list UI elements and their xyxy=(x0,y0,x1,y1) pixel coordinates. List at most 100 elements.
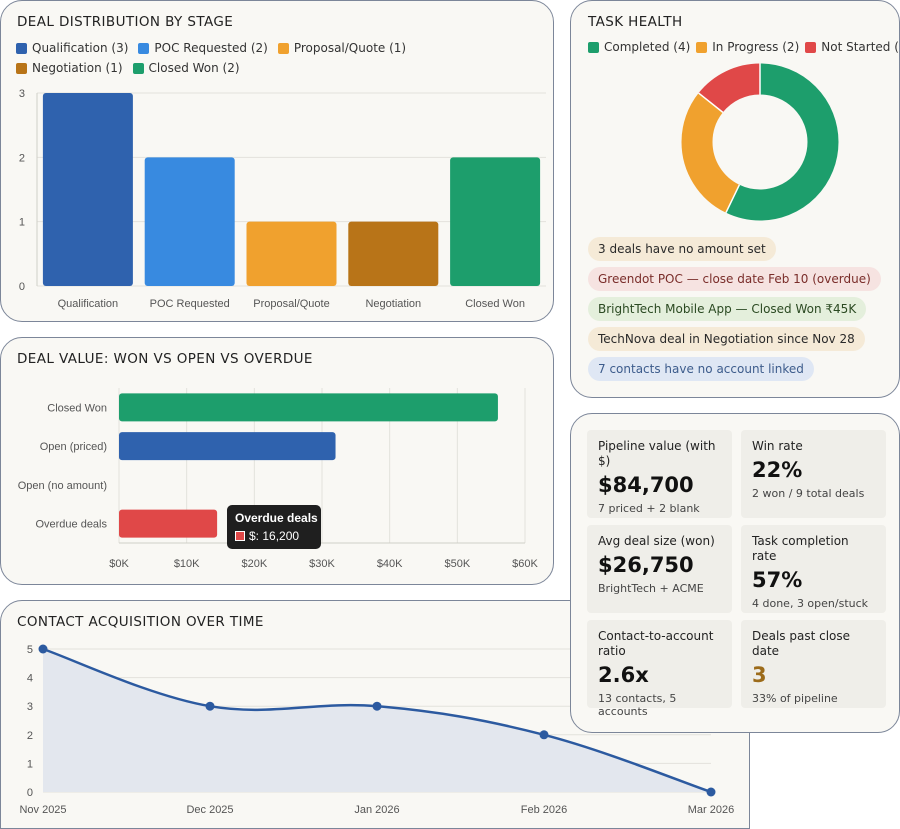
deal-value-title: DEAL VALUE: WON VS OPEN VS OVERDUE xyxy=(17,351,313,367)
metric-tile-task-completion-rate: Task completion rate 57% 4 done, 3 open/st… xyxy=(741,525,886,613)
metric-label: Win rate xyxy=(752,439,803,453)
metric-tile-pipeline-value-with: Pipeline value (with $) $84,700 7 priced +… xyxy=(587,430,732,518)
metric-value: 57% xyxy=(752,568,803,592)
legend-item-qualification[interactable]: Qualification (3) xyxy=(16,41,128,55)
bar-poc-requested[interactable] xyxy=(144,157,235,286)
data-point[interactable] xyxy=(539,730,549,740)
legend-item-poc-requested[interactable]: POC Requested (2) xyxy=(138,41,268,55)
x-tick-label: Proposal/Quote xyxy=(253,298,329,310)
metric-sub: 2 won / 9 total deals xyxy=(752,487,865,500)
y-tick-label: 2 xyxy=(19,152,25,164)
task-health-insights: 3 deals have no amount set Greendot POC —… xyxy=(588,237,881,387)
legend-item-completed[interactable]: Completed (4) xyxy=(588,40,690,54)
metric-value: 22% xyxy=(752,458,803,482)
task-health-donut-chart xyxy=(681,63,839,221)
deal-distribution-chart: 0 1 2 3 Qualification POC Requested Proposal/Q… xyxy=(19,88,546,310)
legend-item-closed-won[interactable]: Closed Won (2) xyxy=(132,61,240,75)
metric-label: Pipeline value (with $) xyxy=(598,439,716,468)
bar-overdue-deals[interactable] xyxy=(119,509,218,538)
metric-label: Deals past close date xyxy=(752,629,851,658)
data-point[interactable] xyxy=(205,701,215,711)
metric-sub: BrightTech + ACME xyxy=(598,582,704,595)
contact-acquisition-title: CONTACT ACQUISITION OVER TIME xyxy=(17,614,264,630)
bar-negotiation[interactable] xyxy=(348,221,439,286)
y-tick-label: 1 xyxy=(19,217,25,229)
legend-item-not-started[interactable]: Not Started (1) xyxy=(805,40,900,54)
overdue-deals-tooltip: Overdue deals $: 16,200 xyxy=(227,505,321,549)
tooltip-swatch xyxy=(235,531,245,541)
metric-value: 3 xyxy=(752,663,767,687)
x-tick-label: Dec 2025 xyxy=(186,804,233,816)
y-tick-label: 3 xyxy=(19,88,25,100)
insight-chip: 7 contacts have no account linked xyxy=(588,357,814,381)
insight-chip: BrightTech Mobile App — Closed Won ₹45K xyxy=(588,297,867,321)
bar-closed-won[interactable] xyxy=(119,393,498,422)
deal-value-card: DEAL VALUE: WON VS OPEN VS OVERDUE $0K $1… xyxy=(0,337,554,585)
metric-label: Task completion rate xyxy=(752,534,849,563)
metric-sub: 4 done, 3 open/stuck xyxy=(752,597,869,610)
x-tick-label: Jan 2026 xyxy=(354,804,399,816)
metric-value: 2.6x xyxy=(598,663,649,687)
metric-tile-win-rate: Win rate 22% 2 won / 9 total deals xyxy=(741,430,886,518)
y-tick-label: 4 xyxy=(27,673,33,685)
tooltip-value: $: 16,200 xyxy=(249,529,300,543)
bar-qualification[interactable] xyxy=(42,93,133,286)
y-tick-label: 0 xyxy=(19,281,25,293)
x-tick-label: POC Requested xyxy=(150,298,230,310)
x-tick-label: Feb 2026 xyxy=(521,804,567,816)
metric-tile-contact-to-account-ratio: Contact-to-account ratio 2.6x 13 contacts,… xyxy=(587,620,732,718)
insight-chip: 3 deals have no amount set xyxy=(588,237,776,261)
metric-sub: 13 contacts, 5 accounts xyxy=(598,692,677,718)
y-tick-label: 5 xyxy=(27,644,33,656)
y-tick-label: 0 xyxy=(27,787,33,799)
y-category-label: Overdue deals xyxy=(35,519,107,531)
insight-chip: Greendot POC — close date Feb 10 (overdu… xyxy=(588,267,881,291)
x-tick-label: Negotiation xyxy=(365,298,421,310)
contact-acquisition-chart: 0 1 2 3 4 5 Nov 2025 Dec 2025 Jan 2026 Feb 2026 Ma… xyxy=(19,644,734,816)
legend-item-proposal-quote[interactable]: Proposal/Quote (1) xyxy=(277,41,406,55)
data-point[interactable] xyxy=(38,644,48,654)
bar-closed-won[interactable] xyxy=(450,157,541,286)
deal-distribution-card: DEAL DISTRIBUTION BY STAGE Qualification… xyxy=(0,0,554,322)
slice-divider xyxy=(725,184,741,214)
y-tick-label: 3 xyxy=(27,701,33,713)
x-tick-label: $30K xyxy=(309,558,335,570)
deal-value-chart: $0K $10K $20K $30K $40K $50K $60K Closed Won Ope… xyxy=(18,388,539,570)
y-tick-label: 2 xyxy=(27,730,33,742)
x-tick-label: $10K xyxy=(174,558,200,570)
bar-open-priced[interactable] xyxy=(119,432,336,461)
x-tick-label: $40K xyxy=(377,558,403,570)
x-tick-label: Closed Won xyxy=(465,298,525,310)
legend-item-in-progress[interactable]: In Progress (2) xyxy=(696,40,799,54)
data-point[interactable] xyxy=(372,701,382,711)
metric-label: Contact-to-account ratio xyxy=(598,629,714,658)
metric-label: Avg deal size (won) xyxy=(598,534,715,548)
deal-distribution-legend: Qualification (3) POC Requested (2) Prop… xyxy=(16,41,406,81)
deal-distribution-title: DEAL DISTRIBUTION BY STAGE xyxy=(17,14,234,30)
y-category-label: Open (priced) xyxy=(40,441,107,453)
x-tick-label: $0K xyxy=(109,558,129,570)
area-fill xyxy=(43,649,711,792)
y-category-label: Open (no amount) xyxy=(18,480,107,492)
x-tick-label: Mar 2026 xyxy=(688,804,734,816)
task-health-title: TASK HEALTH xyxy=(588,14,683,30)
slice-in-progress[interactable] xyxy=(681,63,839,221)
x-tick-label: Qualification xyxy=(58,298,119,310)
x-tick-label: Nov 2025 xyxy=(19,804,66,816)
task-health-legend: Completed (4) In Progress (2) Not Starte… xyxy=(588,40,900,60)
metric-value: $84,700 xyxy=(598,473,694,497)
x-tick-label: $60K xyxy=(512,558,538,570)
x-tick-label: $50K xyxy=(444,558,470,570)
metrics-card: Pipeline value (with $) $84,700 7 priced +… xyxy=(570,413,900,733)
data-point[interactable] xyxy=(706,787,716,797)
y-category-label: Closed Won xyxy=(47,402,107,414)
metric-value: $26,750 xyxy=(598,553,694,577)
task-health-card: TASK HEALTH Completed (4) In Progress (2… xyxy=(570,0,900,398)
slice-divider xyxy=(698,92,724,113)
bar-proposal-quote[interactable] xyxy=(246,221,337,286)
insight-chip: TechNova deal in Negotiation since Nov 2… xyxy=(588,327,865,351)
metric-sub: 7 priced + 2 blank xyxy=(598,502,700,515)
tooltip-title: Overdue deals xyxy=(235,511,318,525)
legend-item-negotiation[interactable]: Negotiation (1) xyxy=(16,61,123,75)
metric-tile-avg-deal-size-won: Avg deal size (won) $26,750 BrightTech + A… xyxy=(587,525,732,613)
